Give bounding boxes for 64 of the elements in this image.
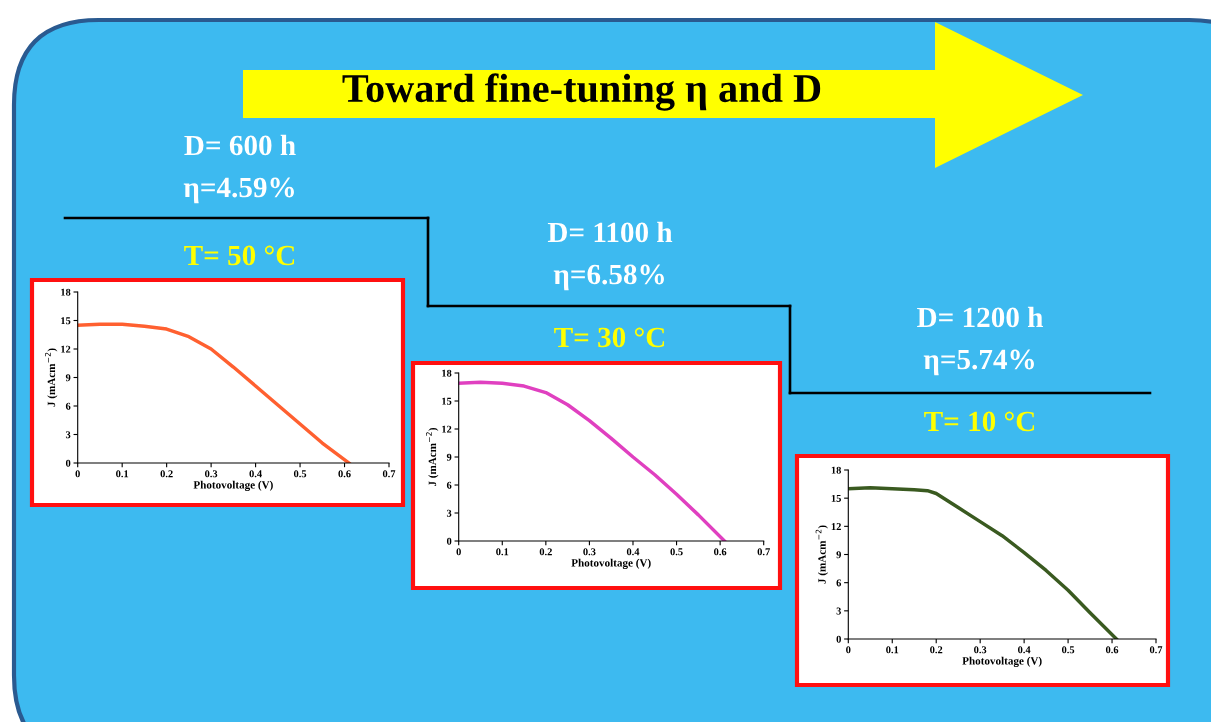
line-series (458, 380, 727, 541)
y-tick-label: 15 (442, 397, 452, 405)
y-tick-label: 9 (836, 551, 841, 559)
y-tick-label: 18 (61, 288, 71, 296)
y-axis-title: J (mAcm$^{−2}$) (426, 427, 439, 487)
x-tick-label: 0.3 (583, 548, 596, 556)
x-tick-label: 0.2 (160, 470, 173, 478)
text: D= 600 h (184, 134, 296, 156)
y-tick-label: 6 (65, 402, 71, 410)
x-tick-label: 0.1 (116, 470, 129, 478)
y-tick-label: 9 (446, 453, 452, 461)
x-axis-title: Photovoltage (V) (962, 656, 1042, 667)
y-tick-label: 6 (446, 481, 452, 489)
x-tick-label: 0 (846, 646, 851, 654)
y-axis-title: J (mAcm$^{−2}$) (45, 348, 58, 407)
y-tick-label: 3 (836, 607, 841, 615)
x-tick-label: 0.3 (205, 470, 218, 478)
x-tick-label: 0.4 (1018, 646, 1031, 654)
x-tick-label: 0.6 (1105, 646, 1119, 654)
y-tick-label: 18 (442, 369, 452, 377)
x-tick-label: 0.2 (539, 548, 552, 556)
y-tick-label: 15 (831, 494, 841, 502)
x-tick-label: 0.4 (626, 548, 640, 556)
y-tick-label: 18 (831, 466, 842, 474)
y-tick-label: 15 (61, 317, 71, 325)
x-tick-label: 0.5 (670, 548, 683, 556)
x-axis-title: Photovoltage (V) (571, 558, 651, 569)
x-tick-label: 0.3 (974, 646, 987, 654)
y-tick-label: 12 (442, 425, 452, 433)
text: D= 1200 h (917, 306, 1043, 328)
x-tick-label: 0.7 (382, 470, 396, 478)
x-tick-label: 0.2 (930, 646, 943, 654)
chart-title: T= 30 °C (554, 327, 665, 348)
y-tick-label: 9 (65, 374, 71, 382)
y-axis-title: J (mAcm$^{−2}$) (815, 525, 828, 584)
text: η=6.58% (553, 264, 664, 291)
line-series (848, 486, 1119, 639)
x-tick-label: 0.6 (714, 548, 727, 556)
x-tick-label: 0.1 (496, 548, 509, 556)
x-tick-label: 0.7 (757, 548, 770, 556)
x-tick-label: 0.5 (1061, 646, 1075, 654)
x-tick-label: 0 (456, 548, 461, 556)
y-tick-label: 3 (446, 509, 452, 517)
text: η=5.74% (923, 349, 1034, 376)
x-tick-label: 0.7 (1149, 646, 1163, 654)
text: η=4.59% (183, 177, 294, 204)
chart-title: T= 10 °C (924, 411, 1035, 432)
y-tick-label: 6 (836, 579, 842, 587)
y-tick-label: 12 (61, 345, 71, 353)
x-tick-label: 0 (75, 470, 80, 478)
y-tick-label: 0 (65, 459, 71, 467)
x-tick-label: 0.4 (249, 470, 262, 478)
line-series (77, 322, 351, 463)
x-tick-label: 0.5 (293, 470, 307, 478)
y-tick-label: 0 (446, 537, 452, 545)
y-tick-label: 0 (836, 635, 841, 643)
y-tick-label: 3 (65, 431, 71, 439)
chart-title: T= 50 °C (184, 245, 295, 266)
text: D= 1100 h (547, 221, 673, 243)
x-tick-label: 0.1 (886, 646, 899, 654)
text: Toward fine-tuning η and D (342, 73, 821, 111)
x-tick-label: 0.6 (338, 470, 351, 478)
x-axis-title: Photovoltage (V) (193, 480, 273, 491)
y-tick-label: 12 (831, 523, 841, 530)
